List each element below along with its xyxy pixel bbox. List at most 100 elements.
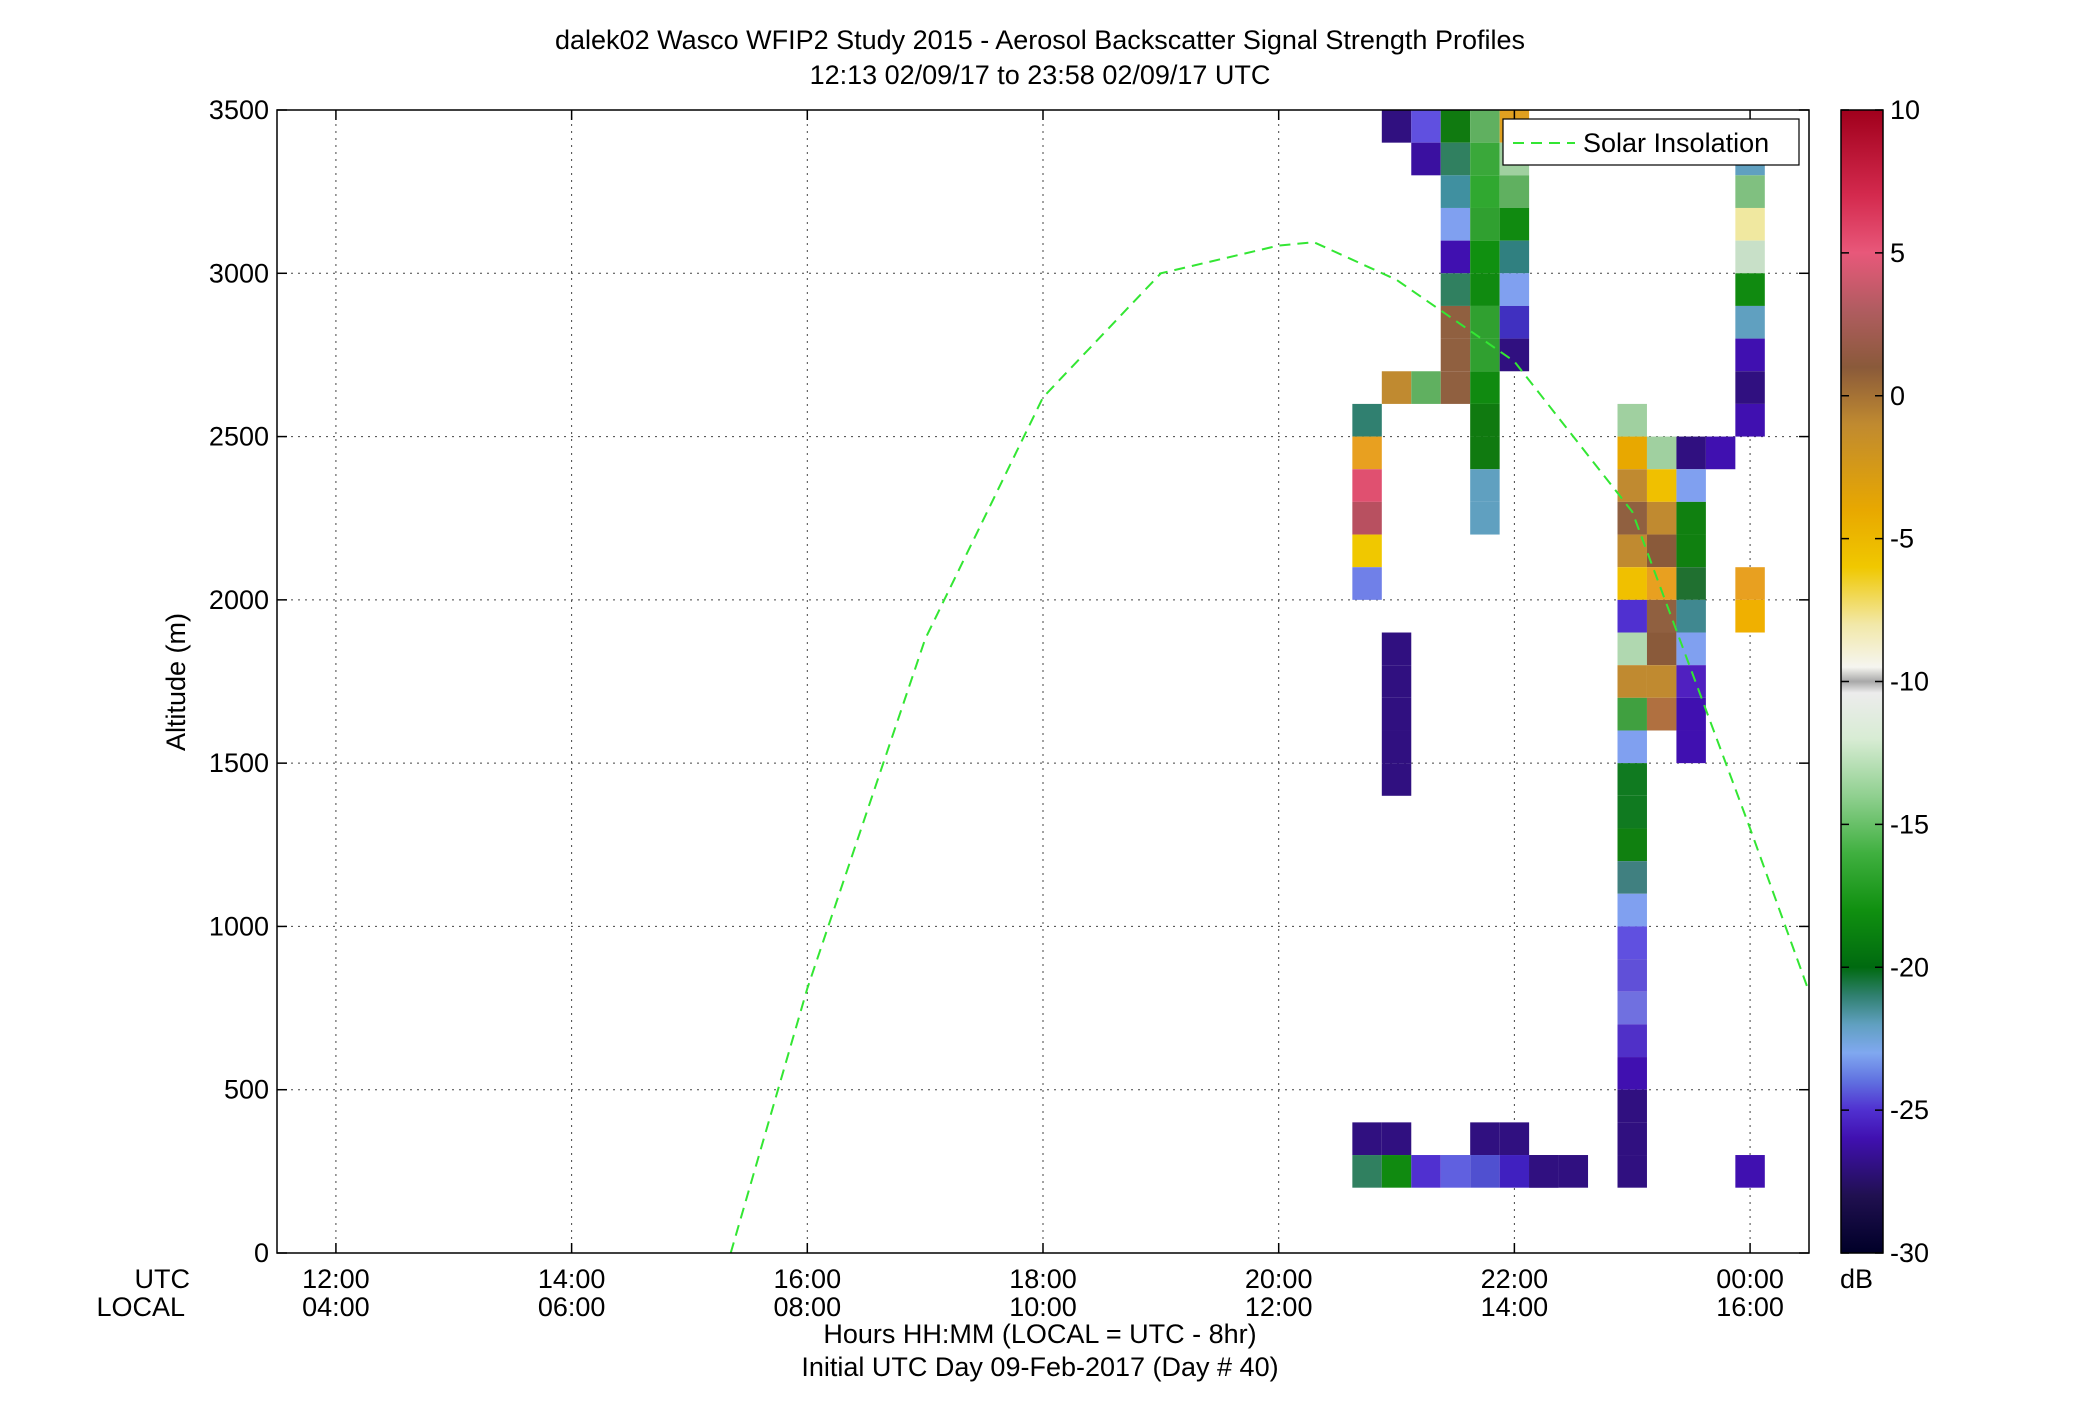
backscatter-cell	[1440, 175, 1471, 208]
chart-title: dalek02 Wasco WFIP2 Study 2015 - Aerosol…	[555, 25, 1525, 55]
x-tick-label-utc: 18:00	[1009, 1264, 1077, 1294]
backscatter-cell	[1617, 1024, 1647, 1058]
backscatter-cell	[1735, 371, 1765, 404]
backscatter-cell	[1352, 403, 1382, 437]
backscatter-cell	[1470, 142, 1500, 176]
x-tick-label-utc: 22:00	[1481, 1264, 1549, 1294]
backscatter-cell	[1440, 207, 1471, 241]
backscatter-cell	[1617, 1122, 1647, 1156]
legend-entry-solar-insolation: Solar Insolation	[1583, 128, 1769, 158]
x-tick-label-local: 08:00	[774, 1292, 842, 1322]
backscatter-cell	[1499, 1155, 1530, 1188]
x-tick-label-utc: 14:00	[538, 1264, 606, 1294]
backscatter-cell	[1352, 1122, 1382, 1156]
x-tick-label-utc: 16:00	[774, 1264, 842, 1294]
backscatter-cell	[1440, 240, 1471, 274]
backscatter-cell	[1381, 110, 1412, 143]
x-tick-label-utc: 12:00	[302, 1264, 370, 1294]
backscatter-cell	[1411, 142, 1441, 176]
backscatter-cell	[1676, 599, 1706, 633]
backscatter-cell	[1735, 207, 1765, 241]
backscatter-cell	[1617, 436, 1647, 470]
backscatter-cell	[1381, 763, 1412, 796]
x-tick-label-local: 12:00	[1245, 1292, 1313, 1322]
y-tick-label: 0	[254, 1238, 269, 1268]
chart-subtitle: 12:13 02/09/17 to 23:58 02/09/17 UTC	[810, 60, 1271, 90]
solar-insolation-line	[729, 241, 1809, 1253]
colorbar-tick-label: -20	[1890, 952, 1929, 982]
backscatter-cell	[1440, 273, 1471, 306]
backscatter-cell	[1617, 665, 1647, 698]
backscatter-cell	[1381, 1155, 1412, 1188]
colorbar-tick-label: -30	[1890, 1238, 1929, 1268]
backscatter-cell	[1617, 795, 1647, 829]
backscatter-cell	[1646, 501, 1677, 535]
legend: Solar Insolation	[1502, 118, 1800, 166]
y-tick-label: 1500	[209, 748, 269, 778]
colorbar-tick-label: 5	[1890, 238, 1905, 268]
backscatter-cell	[1470, 1122, 1500, 1156]
colorbar-tick-label: -10	[1890, 667, 1929, 697]
backscatter-cell	[1676, 567, 1706, 600]
backscatter-cell	[1735, 240, 1765, 274]
backscatter-cell	[1381, 665, 1412, 698]
y-tick-label: 1000	[209, 911, 269, 941]
backscatter-cell	[1676, 665, 1706, 698]
backscatter-cell	[1381, 697, 1412, 731]
y-tick-label: 2000	[209, 585, 269, 615]
backscatter-cell	[1617, 1155, 1647, 1188]
backscatter-cell	[1646, 469, 1677, 502]
backscatter-cell	[1617, 501, 1647, 535]
backscatter-cell	[1646, 436, 1677, 470]
backscatter-cells	[1352, 110, 1765, 1188]
backscatter-cell	[1617, 403, 1647, 437]
backscatter-cell	[1676, 730, 1706, 764]
backscatter-cell	[1499, 207, 1530, 241]
backscatter-cell	[1617, 697, 1647, 731]
backscatter-cell	[1381, 632, 1412, 666]
y-tick-label: 3000	[209, 258, 269, 288]
backscatter-cell	[1470, 403, 1500, 437]
backscatter-cell	[1352, 469, 1382, 502]
backscatter-cell	[1646, 697, 1677, 731]
backscatter-cell	[1676, 534, 1706, 568]
backscatter-cell	[1470, 240, 1500, 274]
backscatter-cell	[1617, 959, 1647, 992]
backscatter-cell	[1646, 665, 1677, 698]
backscatter-cell	[1617, 926, 1647, 960]
x-tick-label-local: 10:00	[1009, 1292, 1077, 1322]
backscatter-cell	[1381, 1122, 1412, 1156]
backscatter-cell	[1352, 534, 1382, 568]
colorbar-unit-label: dB	[1840, 1264, 1873, 1294]
backscatter-cell	[1735, 599, 1765, 633]
x-tick-label-local: 06:00	[538, 1292, 606, 1322]
backscatter-cell	[1617, 991, 1647, 1025]
backscatter-cell	[1440, 110, 1471, 143]
backscatter-cell	[1676, 501, 1706, 535]
x-axis-local-row-label: LOCAL	[96, 1292, 185, 1322]
backscatter-cell	[1529, 1155, 1559, 1188]
backscatter-cell	[1558, 1155, 1589, 1188]
backscatter-cell	[1646, 567, 1677, 600]
x-tick-label-utc: 00:00	[1716, 1264, 1784, 1294]
backscatter-cell	[1735, 338, 1765, 372]
x-tick-label-local: 14:00	[1481, 1292, 1549, 1322]
x-tick-label-local: 04:00	[302, 1292, 370, 1322]
backscatter-cell	[1617, 567, 1647, 600]
backscatter-cell	[1352, 501, 1382, 535]
backscatter-cell	[1470, 338, 1500, 372]
backscatter-cell	[1352, 1155, 1382, 1188]
colorbar-tick-label: 0	[1890, 381, 1905, 411]
backscatter-cell	[1676, 697, 1706, 731]
axes: 12:0004:0014:0006:0016:0008:0018:0010:00…	[209, 95, 1809, 1322]
backscatter-cell	[1440, 1155, 1471, 1188]
backscatter-cell	[1705, 436, 1736, 470]
backscatter-cell	[1617, 1089, 1647, 1123]
backscatter-cell	[1470, 371, 1500, 404]
backscatter-cell	[1646, 599, 1677, 633]
backscatter-cell	[1499, 273, 1530, 306]
y-tick-label: 2500	[209, 422, 269, 452]
backscatter-cell	[1470, 207, 1500, 241]
backscatter-cell	[1617, 730, 1647, 764]
